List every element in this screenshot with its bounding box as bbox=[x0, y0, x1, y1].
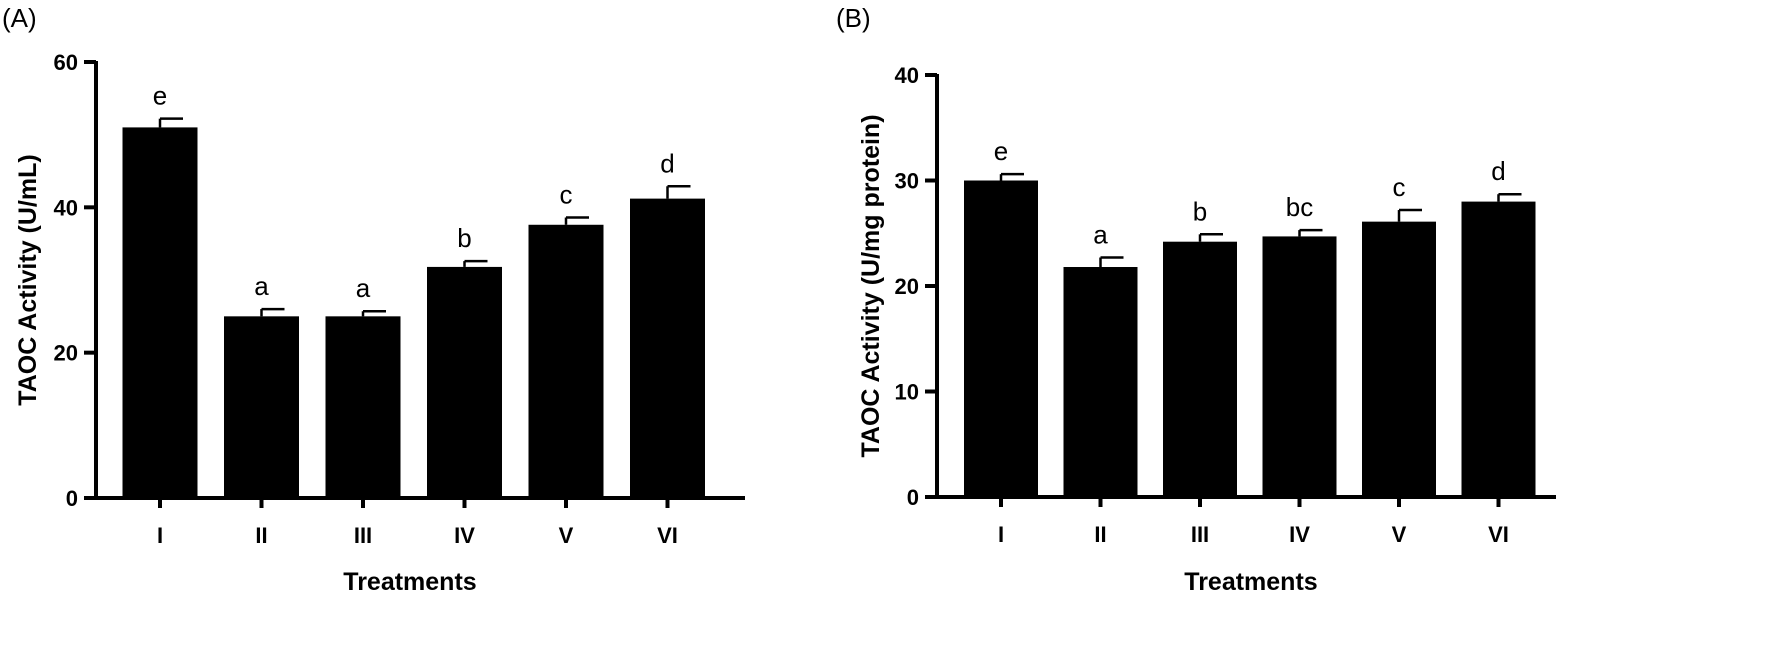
x-axis-title: Treatments bbox=[343, 568, 476, 596]
bar bbox=[427, 266, 502, 498]
y-tick-label: 40 bbox=[895, 63, 919, 88]
x-tick-label: I bbox=[998, 522, 1004, 547]
bar bbox=[1461, 201, 1536, 497]
x-tick-label: I bbox=[157, 523, 163, 548]
significance-label: bc bbox=[1286, 192, 1313, 222]
panel-label: (B) bbox=[836, 3, 871, 33]
x-tick-label: IV bbox=[454, 523, 475, 548]
significance-label: c bbox=[1393, 172, 1406, 202]
y-tick-label: 30 bbox=[895, 169, 919, 194]
y-tick-label: 0 bbox=[907, 485, 919, 510]
panel-b-chart: (B) 0 10 20 30 40 Ie II a III b IV bc Vc VI d TAOC Activ… bbox=[836, 3, 1556, 596]
y-tick-label: 60 bbox=[54, 50, 78, 75]
significance-label: d bbox=[1491, 156, 1505, 186]
significance-label: a bbox=[356, 273, 371, 303]
x-tick-label: II bbox=[255, 523, 267, 548]
x-tick-label: IV bbox=[1289, 522, 1310, 547]
significance-label: c bbox=[560, 180, 573, 210]
bar bbox=[224, 316, 299, 498]
y-tick-label: 20 bbox=[54, 341, 78, 366]
bar bbox=[1362, 221, 1436, 497]
significance-label: a bbox=[1093, 220, 1108, 250]
significance-label: d bbox=[660, 148, 674, 178]
y-tick-label: 10 bbox=[895, 380, 919, 405]
bar bbox=[1262, 236, 1337, 498]
panel-a-chart: (A) 0 20 40 60 Ie II a III a IV b Vc VI d TAOC Activity… bbox=[2, 3, 745, 596]
panel-label: (A) bbox=[2, 3, 37, 33]
bar bbox=[630, 198, 705, 498]
y-axis-title: TAOC Activity (U/mg protein) bbox=[857, 114, 885, 457]
significance-label: e bbox=[994, 136, 1008, 166]
x-tick-label: V bbox=[1392, 522, 1407, 547]
significance-label: e bbox=[153, 81, 167, 111]
y-tick-label: 40 bbox=[54, 195, 78, 220]
x-tick-label: III bbox=[354, 523, 372, 548]
y-tick-label: 0 bbox=[66, 486, 78, 511]
bar bbox=[964, 180, 1038, 497]
bar bbox=[1163, 241, 1237, 497]
x-tick-label: III bbox=[1191, 522, 1209, 547]
x-axis-title: Treatments bbox=[1184, 568, 1317, 596]
bar bbox=[528, 224, 604, 499]
bar bbox=[122, 127, 198, 499]
x-tick-label: VI bbox=[1488, 522, 1509, 547]
x-tick-label: II bbox=[1094, 522, 1106, 547]
bar bbox=[325, 316, 401, 498]
significance-label: a bbox=[254, 271, 269, 301]
y-tick-label: 20 bbox=[895, 274, 919, 299]
significance-label: b bbox=[457, 223, 471, 253]
x-tick-label: VI bbox=[657, 523, 678, 548]
y-axis-title: TAOC Activity (U/mL) bbox=[14, 154, 42, 405]
x-tick-label: V bbox=[559, 523, 574, 548]
bar bbox=[1063, 267, 1138, 497]
significance-label: b bbox=[1193, 196, 1207, 226]
